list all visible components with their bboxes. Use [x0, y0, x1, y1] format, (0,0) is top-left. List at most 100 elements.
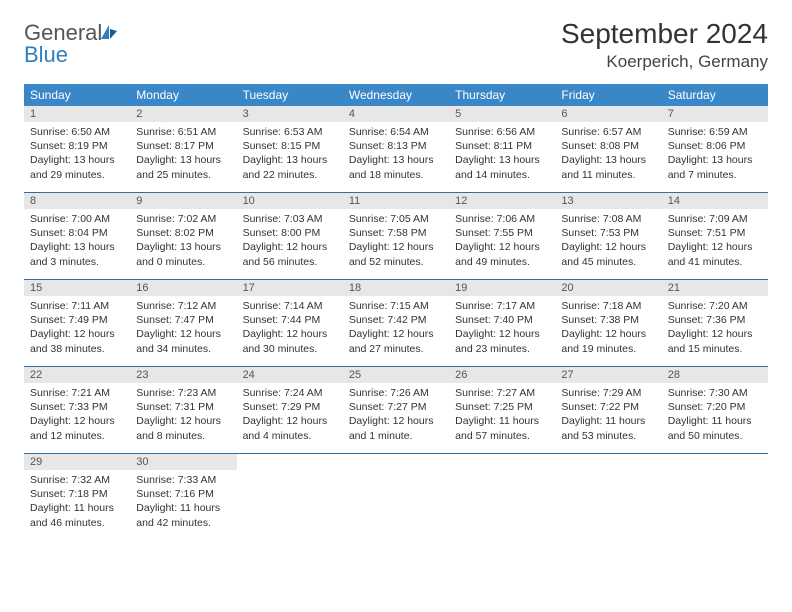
weekday-wednesday: Wednesday [343, 84, 449, 106]
sunrise-text: Sunrise: 7:05 AM [349, 212, 443, 226]
sunrise-text: Sunrise: 6:50 AM [30, 125, 124, 139]
sunrise-text: Sunrise: 7:30 AM [668, 386, 762, 400]
sunset-text: Sunset: 7:27 PM [349, 400, 443, 414]
sunrise-text: Sunrise: 6:53 AM [243, 125, 337, 139]
daylight-text: Daylight: 11 hours [30, 501, 124, 515]
daylight-text: Daylight: 11 hours [668, 414, 762, 428]
day-cell: 2Sunrise: 6:51 AMSunset: 8:17 PMDaylight… [130, 106, 236, 192]
day-cell: 22Sunrise: 7:21 AMSunset: 7:33 PMDayligh… [24, 367, 130, 453]
day-cell: 8Sunrise: 7:00 AMSunset: 8:04 PMDaylight… [24, 193, 130, 279]
day-cell: 11Sunrise: 7:05 AMSunset: 7:58 PMDayligh… [343, 193, 449, 279]
sunrise-text: Sunrise: 7:02 AM [136, 212, 230, 226]
sunset-text: Sunset: 7:22 PM [561, 400, 655, 414]
daylight-text: and 38 minutes. [30, 342, 124, 356]
sunset-text: Sunset: 8:13 PM [349, 139, 443, 153]
sunrise-text: Sunrise: 7:03 AM [243, 212, 337, 226]
sunset-text: Sunset: 7:40 PM [455, 313, 549, 327]
daylight-text: Daylight: 12 hours [243, 414, 337, 428]
sunset-text: Sunset: 7:38 PM [561, 313, 655, 327]
daylight-text: Daylight: 12 hours [349, 414, 443, 428]
weekday-header-row: Sunday Monday Tuesday Wednesday Thursday… [24, 84, 768, 106]
daylight-text: Daylight: 13 hours [349, 153, 443, 167]
day-cell: 13Sunrise: 7:08 AMSunset: 7:53 PMDayligh… [555, 193, 661, 279]
sunset-text: Sunset: 7:55 PM [455, 226, 549, 240]
daylight-text: and 11 minutes. [561, 168, 655, 182]
calendar: Sunday Monday Tuesday Wednesday Thursday… [24, 84, 768, 540]
daylight-text: Daylight: 13 hours [136, 153, 230, 167]
daylight-text: Daylight: 11 hours [455, 414, 549, 428]
day-cell: 5Sunrise: 6:56 AMSunset: 8:11 PMDaylight… [449, 106, 555, 192]
day-number: 2 [130, 106, 236, 122]
daylight-text: and 4 minutes. [243, 429, 337, 443]
sunrise-text: Sunrise: 7:23 AM [136, 386, 230, 400]
day-number: 13 [555, 193, 661, 209]
day-number: 20 [555, 280, 661, 296]
sunset-text: Sunset: 8:19 PM [30, 139, 124, 153]
week-row: 22Sunrise: 7:21 AMSunset: 7:33 PMDayligh… [24, 367, 768, 454]
sunrise-text: Sunrise: 6:51 AM [136, 125, 230, 139]
weeks-container: 1Sunrise: 6:50 AMSunset: 8:19 PMDaylight… [24, 106, 768, 540]
daylight-text: and 45 minutes. [561, 255, 655, 269]
day-cell: 17Sunrise: 7:14 AMSunset: 7:44 PMDayligh… [237, 280, 343, 366]
sunset-text: Sunset: 8:02 PM [136, 226, 230, 240]
weekday-thursday: Thursday [449, 84, 555, 106]
daylight-text: Daylight: 12 hours [561, 327, 655, 341]
day-number: 26 [449, 367, 555, 383]
weekday-friday: Friday [555, 84, 661, 106]
sunset-text: Sunset: 7:51 PM [668, 226, 762, 240]
daylight-text: and 52 minutes. [349, 255, 443, 269]
empty-cell [449, 454, 555, 540]
daylight-text: Daylight: 12 hours [668, 327, 762, 341]
day-number: 24 [237, 367, 343, 383]
daylight-text: and 14 minutes. [455, 168, 549, 182]
week-row: 15Sunrise: 7:11 AMSunset: 7:49 PMDayligh… [24, 280, 768, 367]
month-title: September 2024 [561, 18, 768, 50]
sunrise-text: Sunrise: 6:54 AM [349, 125, 443, 139]
daylight-text: and 0 minutes. [136, 255, 230, 269]
day-number: 15 [24, 280, 130, 296]
day-cell: 16Sunrise: 7:12 AMSunset: 7:47 PMDayligh… [130, 280, 236, 366]
daylight-text: Daylight: 12 hours [349, 327, 443, 341]
daylight-text: Daylight: 12 hours [561, 240, 655, 254]
daylight-text: Daylight: 13 hours [561, 153, 655, 167]
logo-word-blue: Blue [24, 42, 68, 67]
day-cell: 23Sunrise: 7:23 AMSunset: 7:31 PMDayligh… [130, 367, 236, 453]
daylight-text: and 18 minutes. [349, 168, 443, 182]
day-number: 3 [237, 106, 343, 122]
week-row: 8Sunrise: 7:00 AMSunset: 8:04 PMDaylight… [24, 193, 768, 280]
daylight-text: and 42 minutes. [136, 516, 230, 530]
sunset-text: Sunset: 7:20 PM [668, 400, 762, 414]
daylight-text: and 30 minutes. [243, 342, 337, 356]
sunset-text: Sunset: 7:25 PM [455, 400, 549, 414]
sunrise-text: Sunrise: 7:14 AM [243, 299, 337, 313]
daylight-text: and 27 minutes. [349, 342, 443, 356]
daylight-text: Daylight: 12 hours [30, 327, 124, 341]
weekday-tuesday: Tuesday [237, 84, 343, 106]
weekday-sunday: Sunday [24, 84, 130, 106]
daylight-text: and 50 minutes. [668, 429, 762, 443]
daylight-text: Daylight: 13 hours [136, 240, 230, 254]
day-number: 7 [662, 106, 768, 122]
daylight-text: and 22 minutes. [243, 168, 337, 182]
day-number: 11 [343, 193, 449, 209]
daylight-text: Daylight: 12 hours [455, 327, 549, 341]
title-block: September 2024 Koerperich, Germany [561, 18, 768, 72]
sunset-text: Sunset: 7:58 PM [349, 226, 443, 240]
day-number: 16 [130, 280, 236, 296]
daylight-text: Daylight: 13 hours [243, 153, 337, 167]
logo-text-line1: General [24, 22, 118, 44]
daylight-text: Daylight: 12 hours [136, 414, 230, 428]
sunset-text: Sunset: 7:53 PM [561, 226, 655, 240]
sunset-text: Sunset: 8:04 PM [30, 226, 124, 240]
sunset-text: Sunset: 7:49 PM [30, 313, 124, 327]
sunset-text: Sunset: 7:18 PM [30, 487, 124, 501]
daylight-text: and 12 minutes. [30, 429, 124, 443]
sunrise-text: Sunrise: 6:59 AM [668, 125, 762, 139]
day-cell: 30Sunrise: 7:33 AMSunset: 7:16 PMDayligh… [130, 454, 236, 540]
daylight-text: Daylight: 12 hours [243, 240, 337, 254]
daylight-text: Daylight: 12 hours [136, 327, 230, 341]
day-cell: 20Sunrise: 7:18 AMSunset: 7:38 PMDayligh… [555, 280, 661, 366]
daylight-text: Daylight: 13 hours [30, 240, 124, 254]
day-cell: 18Sunrise: 7:15 AMSunset: 7:42 PMDayligh… [343, 280, 449, 366]
daylight-text: and 23 minutes. [455, 342, 549, 356]
